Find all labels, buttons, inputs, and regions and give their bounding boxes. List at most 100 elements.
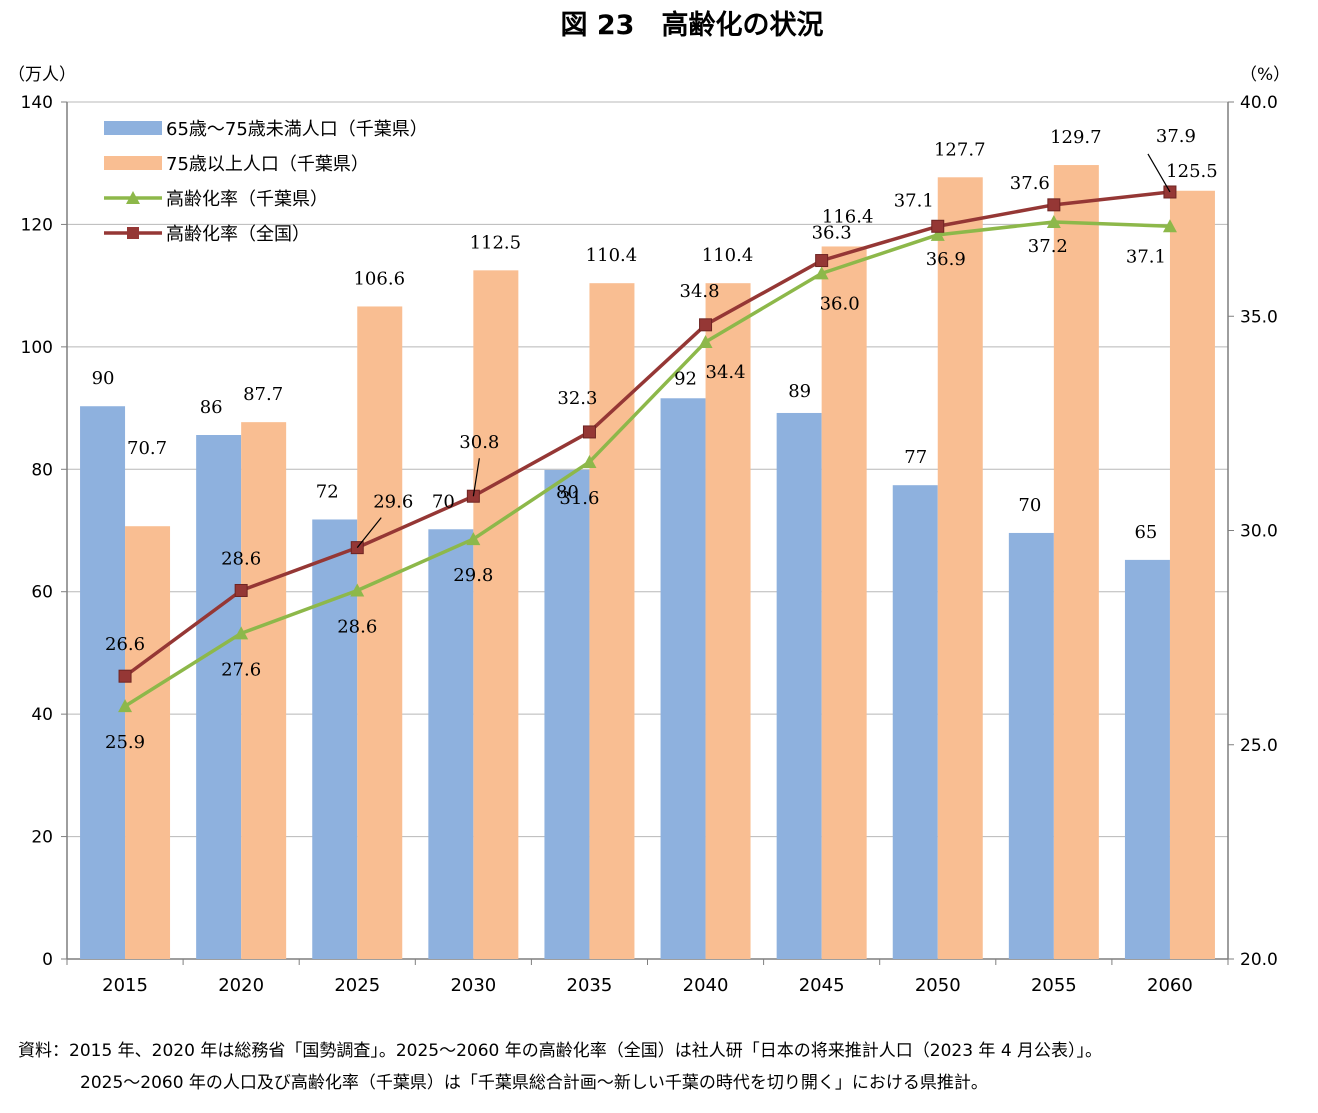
leader-line — [1147, 153, 1171, 193]
data-label: 77 — [904, 447, 927, 468]
bar — [125, 526, 171, 959]
data-label: 37.2 — [1028, 236, 1068, 257]
source-note-line-1: 資料：2015 年、2020 年は総務省「国勢調査」。2025～2060 年の高… — [18, 1041, 1103, 1061]
right-tick-label: 40.0 — [1240, 93, 1278, 113]
bar — [660, 398, 706, 960]
bar — [196, 435, 242, 959]
line-marker — [698, 334, 713, 348]
data-label: 112.5 — [470, 232, 522, 253]
data-label: 86 — [200, 397, 223, 418]
legend-label: 高齢化率（全国） — [166, 224, 310, 245]
data-label: 26.6 — [105, 634, 145, 655]
data-label: 28.6 — [337, 616, 377, 637]
data-label: 31.6 — [559, 488, 599, 509]
data-label: 36.3 — [812, 223, 852, 244]
series-line — [124, 190, 1171, 678]
bar — [241, 422, 287, 959]
data-label: 70 — [432, 491, 455, 512]
data-label: 87.7 — [243, 384, 283, 405]
line-marker — [582, 454, 597, 468]
line-marker — [814, 266, 829, 280]
data-label: 70 — [1018, 495, 1041, 516]
left-tick-label: 0 — [42, 950, 53, 970]
data-label: 27.6 — [221, 659, 261, 680]
bar — [1053, 165, 1099, 959]
data-label: 110.4 — [702, 245, 754, 266]
x-tick-label: 2030 — [450, 975, 496, 996]
line-marker — [582, 425, 596, 439]
line-marker — [1162, 219, 1177, 233]
data-label: 36.9 — [926, 249, 966, 270]
data-label: 125.5 — [1166, 161, 1218, 182]
right-axis-unit: （%） — [1240, 65, 1290, 85]
bar — [705, 283, 751, 959]
bar — [937, 177, 983, 959]
data-label: 30.8 — [459, 432, 499, 453]
legend-marker — [127, 227, 139, 239]
x-tick-label: 2050 — [915, 975, 961, 996]
bar — [473, 270, 519, 959]
data-label: 70.7 — [127, 438, 167, 459]
data-label: 29.8 — [453, 565, 493, 586]
left-tick-label: 60 — [31, 583, 53, 603]
left-tick-label: 120 — [21, 215, 53, 235]
line-marker — [466, 532, 481, 546]
x-tick-label: 2045 — [799, 975, 845, 996]
bar — [80, 406, 126, 959]
line-marker — [234, 583, 248, 597]
data-label: 34.4 — [706, 362, 746, 383]
data-label: 28.6 — [221, 548, 261, 569]
left-tick-label: 40 — [31, 705, 53, 725]
legend-swatch — [104, 156, 162, 170]
data-label: 72 — [316, 481, 339, 502]
right-tick-label: 20.0 — [1240, 950, 1278, 970]
left-tick-label: 20 — [31, 828, 53, 848]
bar — [357, 306, 403, 960]
x-tick-label: 2060 — [1147, 975, 1193, 996]
data-label: 34.8 — [680, 281, 720, 302]
data-label: 37.1 — [1126, 246, 1166, 267]
line-marker — [234, 626, 249, 640]
line-marker — [118, 699, 133, 713]
series-line — [124, 220, 1171, 708]
data-label: 37.9 — [1156, 126, 1196, 147]
x-tick-label: 2035 — [567, 975, 613, 996]
data-label: 29.6 — [373, 492, 413, 513]
legend-label: 65歳～75歳未満人口（千葉県） — [166, 119, 428, 140]
line-marker — [815, 254, 829, 268]
data-label: 25.9 — [105, 732, 145, 753]
x-tick-label: 2055 — [1031, 975, 1077, 996]
x-tick-label: 2015 — [102, 975, 148, 996]
bar — [428, 529, 474, 959]
bar — [312, 519, 358, 959]
legend-label: 75歳以上人口（千葉県） — [166, 154, 369, 175]
data-label: 110.4 — [586, 245, 638, 266]
x-tick-label: 2020 — [218, 975, 264, 996]
data-label: 37.1 — [894, 190, 934, 211]
line-marker — [931, 219, 945, 233]
data-label: 89 — [788, 381, 811, 402]
bar — [892, 485, 938, 959]
leader-line — [356, 517, 382, 549]
chart-title: 図 23 高齢化の状況 — [561, 9, 824, 41]
data-label: 127.7 — [934, 139, 986, 160]
data-label: 116.4 — [822, 206, 874, 227]
leader-line — [472, 458, 480, 497]
data-label: 129.7 — [1050, 127, 1102, 148]
data-label: 36.0 — [820, 293, 860, 314]
legend-marker — [126, 191, 140, 204]
left-tick-label: 80 — [31, 460, 53, 480]
line-marker — [699, 318, 713, 332]
bar — [1169, 190, 1215, 959]
x-tick-label: 2040 — [683, 975, 729, 996]
left-tick-label: 100 — [21, 338, 53, 358]
line-marker — [1046, 214, 1061, 228]
line-marker — [118, 669, 132, 683]
bar — [1008, 532, 1054, 959]
data-label: 106.6 — [353, 268, 405, 289]
right-tick-label: 30.0 — [1240, 522, 1278, 542]
bar — [544, 469, 590, 959]
line-marker — [350, 583, 365, 597]
left-tick-label: 140 — [21, 93, 53, 113]
